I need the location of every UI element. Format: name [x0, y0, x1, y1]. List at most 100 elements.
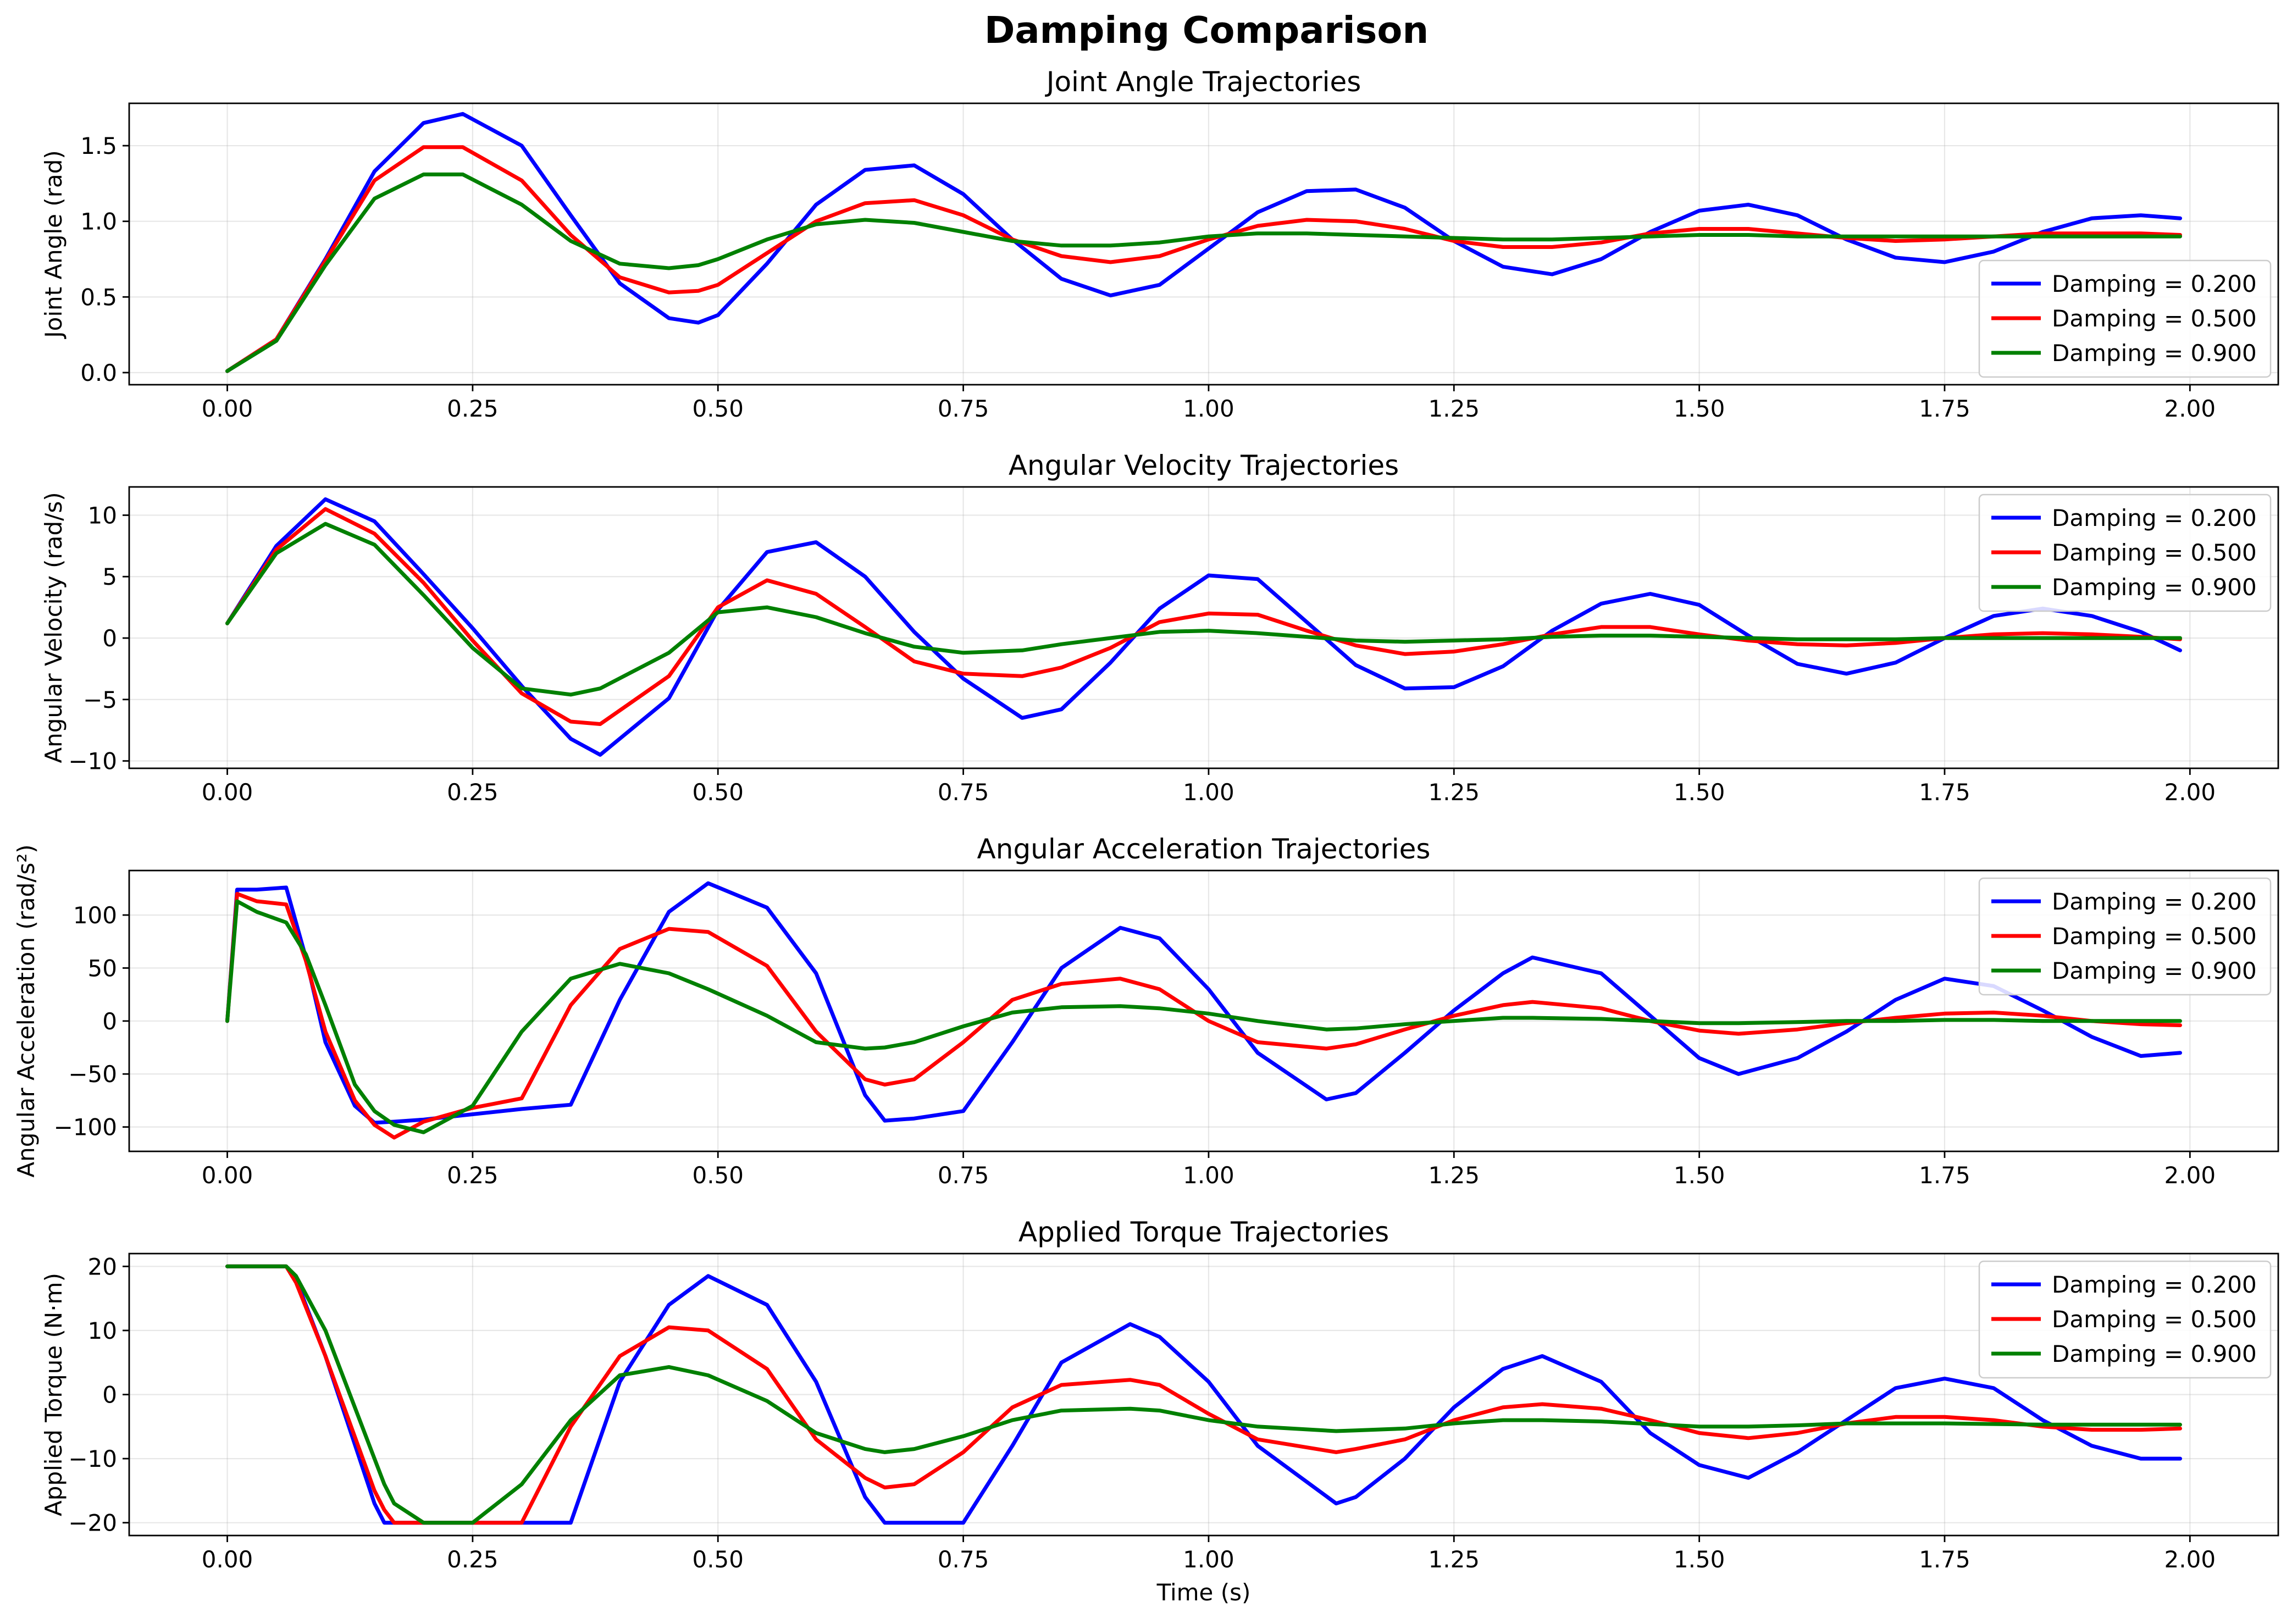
series-line-3: [225, 522, 2182, 697]
series-line-3: [225, 899, 2182, 1134]
panel-title: Angular Velocity Trajectories: [1009, 450, 1399, 481]
y-tick-label: 1.0: [80, 208, 117, 235]
x-tick-label: 0.00: [202, 1546, 253, 1573]
y-tick-label: −20: [68, 1510, 117, 1537]
figure-suptitle: Damping Comparison: [984, 9, 1429, 52]
x-tick-label: 1.25: [1429, 779, 1480, 806]
y-tick-label: 1.5: [80, 132, 117, 159]
x-tick-label: 1.25: [1429, 395, 1480, 422]
x-tick-label: 0.50: [692, 779, 744, 806]
legend-label: Damping = 0.200: [2052, 1271, 2257, 1298]
y-tick-label: 0: [102, 1008, 117, 1035]
axes-frame: [128, 486, 2279, 769]
x-tick-label: 2.00: [2164, 1546, 2216, 1573]
legend-label: Damping = 0.200: [2052, 505, 2257, 531]
x-tick-label: 1.75: [1919, 1546, 1970, 1573]
x-tick-label: 0.25: [447, 1546, 499, 1573]
legend-label: Damping = 0.500: [2052, 305, 2257, 332]
legend-label: Damping = 0.900: [2052, 1340, 2257, 1367]
series-line-2: [225, 145, 2182, 373]
x-tick-label: 0.25: [447, 1162, 499, 1189]
y-tick-label: 5: [102, 563, 117, 590]
x-tick-label: 1.75: [1919, 395, 1970, 422]
legend: Damping = 0.200 Damping = 0.500 Damping = …: [1978, 494, 2272, 612]
panel-title: Angular Acceleration Trajectories: [977, 833, 1431, 865]
x-tick-label: 0.50: [692, 1162, 744, 1189]
legend-label: Damping = 0.500: [2052, 1306, 2257, 1333]
x-tick-label: 2.00: [2164, 395, 2216, 422]
y-axis-label: Angular Velocity (rad/s): [40, 492, 67, 763]
y-tick-label: 20: [88, 1253, 117, 1280]
x-tick-label: 0.75: [938, 1162, 989, 1189]
legend-label: Damping = 0.900: [2052, 574, 2257, 601]
series-line-2: [225, 507, 2182, 726]
x-tick-label: 0.25: [447, 779, 499, 806]
series-line-1: [225, 112, 2182, 373]
y-tick-label: −10: [68, 1445, 117, 1472]
legend-label: Damping = 0.200: [2052, 888, 2257, 915]
x-tick-label: 1.75: [1919, 779, 1970, 806]
x-tick-label: 2.00: [2164, 1162, 2216, 1189]
legend-box: [1978, 259, 2272, 378]
legend-box: [1978, 494, 2272, 612]
x-tick-label: 1.50: [1674, 395, 1725, 422]
y-axis-label: Applied Torque (N·m): [40, 1273, 67, 1516]
series-line-1: [225, 497, 2182, 757]
x-tick-label: 0.75: [938, 1546, 989, 1573]
y-tick-label: −10: [68, 748, 117, 775]
y-axis-label: Joint Angle (rad): [40, 150, 67, 340]
y-tick-label: −50: [68, 1061, 117, 1088]
x-tick-label: 1.25: [1429, 1546, 1480, 1573]
panel-2: 0.00 0.25 0.50 0.75 1.00 1.25 1.50 1.75 2.00 −10 −…: [40, 450, 2279, 806]
x-tick-label: 1.25: [1429, 1162, 1480, 1189]
x-tick-label: 0.25: [447, 395, 499, 422]
x-tick-label: 0.50: [692, 395, 744, 422]
y-axis-label: Angular Acceleration (rad/s²): [13, 844, 40, 1177]
y-tick-label: 0: [102, 625, 117, 652]
x-tick-label: 0.50: [692, 1546, 744, 1573]
y-tick-label: 10: [88, 502, 117, 529]
panel-title: Applied Torque Trajectories: [1018, 1216, 1389, 1248]
x-tick-label: 1.50: [1674, 1162, 1725, 1189]
panel-title: Joint Angle Trajectories: [1045, 66, 1361, 98]
legend: Damping = 0.200 Damping = 0.500 Damping = …: [1978, 259, 2272, 378]
series-line-2: [225, 891, 2182, 1140]
legend-label: Damping = 0.900: [2052, 340, 2257, 367]
x-tick-label: 2.00: [2164, 779, 2216, 806]
x-tick-label: 0.75: [938, 395, 989, 422]
legend: Damping = 0.200 Damping = 0.500 Damping = …: [1978, 1260, 2272, 1379]
x-tick-label: 1.00: [1183, 1162, 1234, 1189]
panel-4: 0.00 0.25 0.50 0.75 1.00 1.25 1.50 1.75 2.00 −20 −…: [40, 1216, 2279, 1606]
series-line-2: [225, 1264, 2182, 1525]
panel-1: 0.00 0.25 0.50 0.75 1.00 1.25 1.50 1.75 2.00 0.0 0…: [40, 66, 2279, 422]
x-tick-label: 1.50: [1674, 1546, 1725, 1573]
legend-label: Damping = 0.500: [2052, 923, 2257, 950]
x-axis-label: Time (s): [1156, 1579, 1251, 1606]
x-tick-label: 1.00: [1183, 1546, 1234, 1573]
y-tick-label: 0: [102, 1382, 117, 1409]
series-line-3: [225, 172, 2182, 373]
y-tick-label: 100: [73, 902, 117, 929]
legend-box: [1978, 877, 2272, 996]
axes-frame: [128, 102, 2279, 386]
y-tick-label: 0.0: [80, 359, 117, 386]
y-tick-label: −5: [83, 686, 117, 713]
panel-3: 0.00 0.25 0.50 0.75 1.00 1.25 1.50 1.75 2.00 −100…: [13, 833, 2279, 1189]
x-tick-label: 0.75: [938, 779, 989, 806]
legend-label: Damping = 0.900: [2052, 957, 2257, 984]
x-tick-label: 1.75: [1919, 1162, 1970, 1189]
axes-frame: [128, 869, 2279, 1152]
legend-label: Damping = 0.200: [2052, 270, 2257, 297]
legend-box: [1978, 1260, 2272, 1379]
x-tick-label: 0.00: [202, 395, 253, 422]
x-tick-label: 1.50: [1674, 779, 1725, 806]
series-line-3: [225, 1264, 2182, 1525]
legend-label: Damping = 0.500: [2052, 539, 2257, 566]
x-tick-label: 0.00: [202, 779, 253, 806]
y-tick-label: 50: [88, 955, 117, 982]
y-tick-label: −100: [54, 1114, 117, 1141]
x-tick-label: 0.00: [202, 1162, 253, 1189]
legend: Damping = 0.200 Damping = 0.500 Damping = …: [1978, 877, 2272, 996]
